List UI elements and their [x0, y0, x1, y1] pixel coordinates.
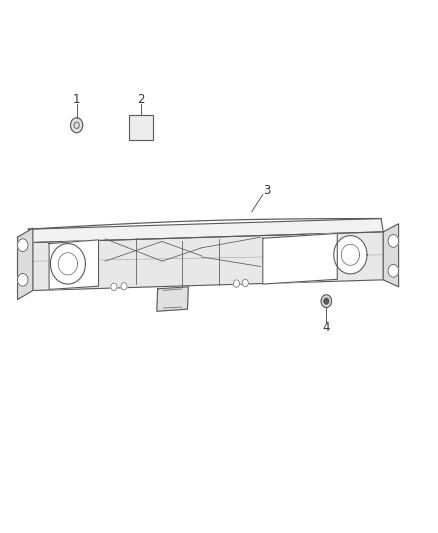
Circle shape [71, 118, 83, 133]
Polygon shape [263, 233, 337, 284]
Circle shape [321, 295, 332, 308]
Polygon shape [334, 236, 367, 274]
FancyBboxPatch shape [129, 115, 153, 140]
Circle shape [242, 279, 248, 287]
Circle shape [18, 239, 28, 252]
Circle shape [388, 264, 399, 277]
Text: 3: 3 [264, 184, 271, 197]
Circle shape [18, 273, 28, 286]
Text: 4: 4 [322, 321, 330, 334]
Polygon shape [33, 232, 383, 290]
Circle shape [121, 282, 127, 290]
Polygon shape [18, 228, 33, 300]
Circle shape [233, 280, 240, 287]
Text: 1: 1 [73, 93, 81, 106]
Text: 2: 2 [137, 93, 145, 106]
Polygon shape [157, 287, 188, 311]
Circle shape [111, 283, 117, 290]
Polygon shape [49, 240, 99, 289]
Circle shape [388, 235, 399, 247]
Polygon shape [50, 244, 85, 284]
Polygon shape [28, 219, 383, 243]
Polygon shape [383, 224, 399, 287]
Circle shape [324, 298, 328, 304]
